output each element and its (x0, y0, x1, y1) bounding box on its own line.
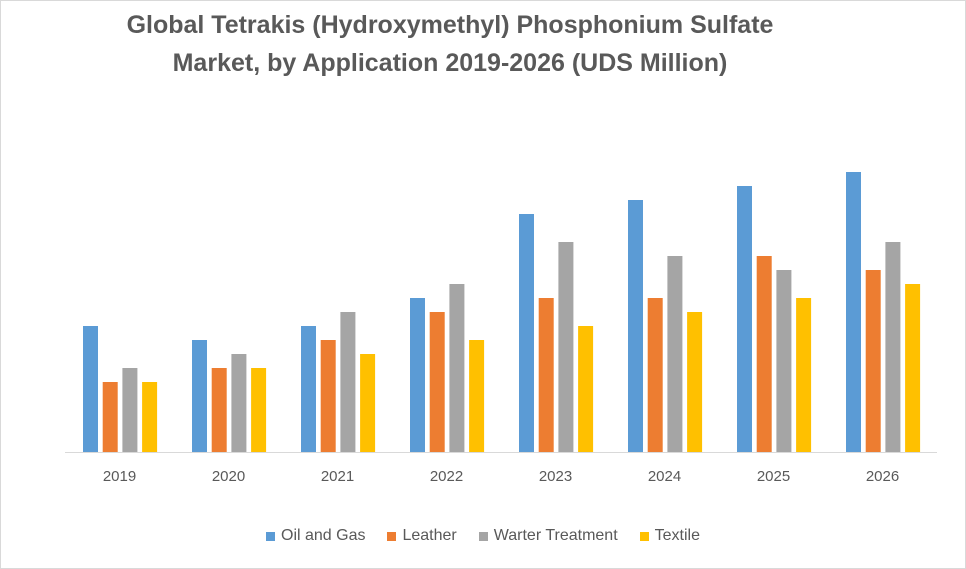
bar-leather-2026 (865, 270, 881, 452)
x-tick-label: 2025 (757, 468, 790, 485)
legend-label: Textile (654, 527, 700, 544)
legend-swatch (478, 531, 488, 541)
bar-textile-2019 (142, 382, 158, 452)
x-tick-label: 2026 (866, 468, 899, 485)
legend: Oil and Gas Leather Warter Treatment Textil… (0, 527, 966, 545)
bar-leather-2020 (211, 368, 227, 452)
bar-oil-and-gas-2020 (192, 340, 207, 452)
bar-leather-2022 (429, 312, 445, 452)
x-tick-label: 2022 (430, 468, 463, 485)
bar-oil-and-gas-2026 (846, 172, 861, 452)
x-tick-label: 2023 (539, 468, 572, 485)
legend-item: Leather (387, 527, 457, 545)
bar-warter-treatment-2025 (776, 270, 792, 452)
legend-label: Oil and Gas (281, 527, 366, 544)
bar-oil-and-gas-2023 (519, 214, 534, 452)
bar-oil-and-gas-2019 (83, 326, 98, 452)
bar-leather-2023 (538, 298, 554, 452)
bar-warter-treatment-2026 (885, 242, 901, 452)
bar-warter-treatment-2020 (231, 354, 247, 452)
bar-leather-2024 (647, 298, 663, 452)
chart-title-line-1: Global Tetrakis (Hydroxymethyl) Phosphon… (126, 11, 774, 39)
bar-textile-2024 (687, 312, 703, 452)
bar-textile-2026 (905, 284, 921, 452)
chart-title-line-2: Market, by Application 2019-2026 (UDS Mi… (172, 49, 728, 77)
bar-oil-and-gas-2024 (628, 200, 643, 452)
x-tick-label: 2020 (212, 468, 245, 485)
bar-leather-2021 (320, 340, 336, 452)
chart-title: Global Tetrakis (Hydroxymethyl) Phosphon… (0, 6, 900, 82)
legend-item: Textile (639, 527, 700, 545)
bar-warter-treatment-2024 (667, 256, 683, 452)
legend-label: Leather (402, 527, 457, 544)
legend-swatch (266, 531, 275, 541)
x-tick-label: 2021 (321, 468, 354, 485)
bar-textile-2020 (251, 368, 267, 452)
bar-oil-and-gas-2021 (301, 326, 316, 452)
bar-oil-and-gas-2022 (410, 298, 425, 452)
bar-warter-treatment-2023 (558, 242, 574, 452)
x-tick-label: 2024 (648, 468, 681, 485)
bar-textile-2023 (578, 326, 594, 452)
legend-item: Oil and Gas (266, 527, 365, 545)
bar-warter-treatment-2021 (340, 312, 356, 452)
legend-swatch (387, 531, 397, 541)
bar-textile-2021 (360, 354, 376, 452)
legend-label: Warter Treatment (493, 527, 618, 544)
bar-warter-treatment-2019 (122, 368, 138, 452)
bar-leather-2019 (102, 382, 118, 452)
x-tick-label: 2019 (103, 468, 136, 485)
legend-swatch (639, 531, 649, 541)
legend-item: Warter Treatment (478, 527, 618, 545)
bar-oil-and-gas-2025 (737, 186, 752, 452)
bar-leather-2025 (756, 256, 772, 452)
bar-textile-2025 (796, 298, 812, 452)
bar-warter-treatment-2022 (449, 284, 465, 452)
bar-textile-2022 (469, 340, 485, 452)
